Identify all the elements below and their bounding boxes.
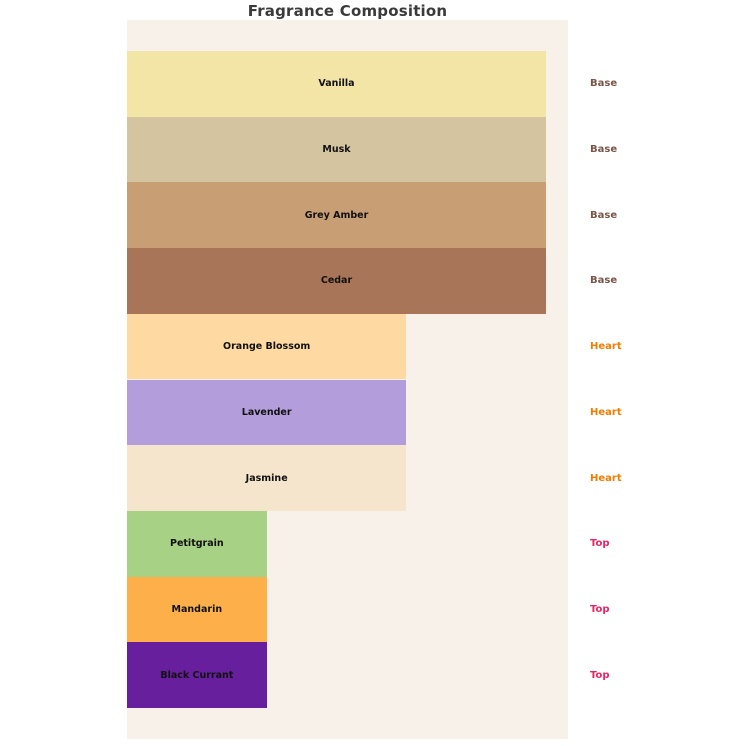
bar-vanilla: Vanilla [127, 51, 546, 117]
bar-orange-blossom: Orange Blossom [127, 313, 407, 380]
category-label-top-7: Top [590, 538, 610, 550]
bar-label-lavender: Lavender [241, 406, 292, 418]
category-label-base-0: Base [590, 78, 618, 90]
category-label-heart-5: Heart [590, 406, 622, 418]
bar-jasmine: Jasmine [127, 445, 407, 511]
category-label-heart-6: Heart [590, 472, 622, 484]
category-label-top-8: Top [590, 603, 610, 615]
category-label-base-2: Base [590, 209, 618, 221]
bar-lavender: Lavender [127, 379, 407, 446]
category-label-heart-4: Heart [590, 341, 622, 353]
bar-petitgrain: Petitgrain [127, 510, 267, 577]
bar-label-petitgrain: Petitgrain [169, 538, 224, 550]
bar-label-cedar: Cedar [320, 275, 353, 287]
bar-black-currant: Black Currant [127, 642, 267, 708]
bar-label-mandarin: Mandarin [171, 603, 223, 615]
bar-cedar: Cedar [127, 248, 546, 314]
bar-label-musk: Musk [322, 144, 351, 156]
bar-label-vanilla: Vanilla [318, 78, 355, 90]
bar-label-jasmine: Jasmine [245, 472, 288, 484]
bar-mandarin: Mandarin [127, 576, 267, 643]
bar-label-grey-amber: Grey Amber [304, 209, 369, 221]
chart-title: Fragrance Composition [247, 2, 448, 20]
bar-label-black-currant: Black Currant [160, 669, 234, 681]
bar-musk: Musk [127, 116, 546, 183]
category-label-base-1: Base [590, 144, 618, 156]
bar-label-orange-blossom: Orange Blossom [223, 341, 311, 353]
bar-grey-amber: Grey Amber [127, 182, 546, 249]
category-label-base-3: Base [590, 275, 618, 287]
plot-area: Vanilla Musk Grey Amber Cedar Orange Blossom… [127, 20, 568, 739]
category-label-top-9: Top [590, 669, 610, 681]
